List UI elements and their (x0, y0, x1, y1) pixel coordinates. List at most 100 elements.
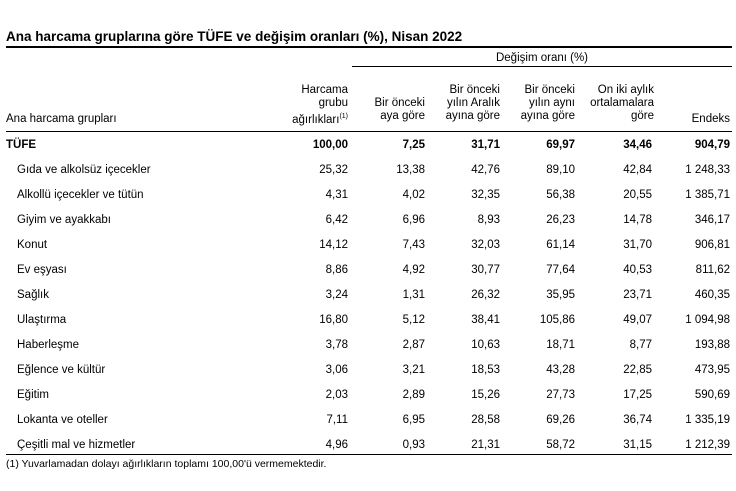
cell-index: 1 385,71 (685, 189, 730, 201)
cell-avg12: 49,07 (623, 314, 652, 326)
table-row: TÜFE 100,00 7,25 31,71 69,97 34,46 904,79 (6, 135, 732, 160)
cell-weight: 100,00 (312, 139, 348, 151)
cell-ytd: 31,71 (471, 139, 500, 151)
cell-avg12: 42,84 (623, 164, 652, 176)
cell-ytd: 15,26 (471, 389, 500, 401)
cell-yoy: 26,23 (546, 214, 575, 226)
cell-mom: 6,95 (402, 414, 425, 426)
cell-index: 460,35 (694, 289, 730, 301)
table-row: Giyim ve ayakkabı 6,42 6,96 8,93 26,23 14,78 3… (6, 210, 732, 235)
change-rate-group-header: Değişim oranı (%) (495, 52, 589, 64)
header-ytd-line2: yılın Aralık (446, 97, 500, 109)
table-row: Lokanta ve oteller 7,11 6,95 28,58 69,26 36,7… (6, 410, 732, 435)
cell-avg12: 22,85 (623, 364, 652, 376)
cell-ytd: 26,32 (471, 289, 500, 301)
header-mom-line2: aya göre (380, 110, 425, 122)
header-ytd-line3: ayına göre (445, 110, 500, 122)
table-row: Konut 14,12 7,43 32,03 61,14 31,70 906,81 (6, 235, 732, 260)
cell-yoy: 35,95 (546, 289, 575, 301)
cell-mom: 6,96 (402, 214, 425, 226)
header-index: Endeks (691, 113, 730, 125)
row-label: Giyim ve ayakkabı (17, 214, 111, 226)
cell-mom: 5,12 (402, 314, 425, 326)
table-row: Eğlence ve kültür 3,06 3,21 18,53 43,28 22,85… (6, 360, 732, 385)
cell-mom: 4,92 (402, 264, 425, 276)
header-weight: Harcama grubu ağırlıkları(1) (258, 84, 348, 127)
header-weight-line3-text: ağırlıkları (292, 113, 340, 126)
row-label: Haberleşme (17, 339, 79, 351)
row-label: TÜFE (6, 139, 37, 151)
header-name: Ana harcama grupları (6, 113, 117, 125)
header-ytd-line1: Bir önceki (449, 84, 501, 96)
cell-mom: 7,25 (402, 139, 425, 151)
cell-yoy: 58,72 (546, 439, 575, 451)
cell-yoy: 77,64 (546, 264, 575, 276)
cell-weight: 16,80 (319, 314, 348, 326)
header-weight-note: (1) (339, 113, 348, 120)
row-label: Ulaştırma (17, 314, 67, 326)
cell-weight: 7,11 (326, 414, 348, 426)
cell-ytd: 42,76 (471, 164, 500, 176)
cell-index: 1 212,39 (685, 439, 730, 451)
header-ytd: Bir önceki yılın Aralık ayına göre (420, 84, 500, 123)
cell-yoy: 27,73 (546, 389, 575, 401)
row-label: Çeşitli mal ve hizmetler (17, 439, 136, 451)
cell-yoy: 69,26 (546, 414, 575, 426)
header-avg12-line3: göre (630, 110, 654, 122)
header-mom-line1: Bir önceki (374, 97, 426, 109)
cell-avg12: 14,78 (623, 214, 652, 226)
cell-ytd: 8,93 (477, 214, 500, 226)
row-label: Eğlence ve kültür (17, 364, 106, 376)
cell-ytd: 38,41 (471, 314, 500, 326)
cell-yoy: 18,71 (546, 339, 575, 351)
cell-ytd: 28,58 (471, 414, 500, 426)
row-label: Gıda ve alkolsüz içecekler (17, 164, 151, 176)
row-label: Alkollü içecekler ve tütün (17, 189, 144, 201)
cell-yoy: 56,38 (546, 189, 575, 201)
cell-index: 906,81 (694, 239, 730, 251)
header-rule (6, 131, 732, 132)
table-row: Ulaştırma 16,80 5,12 38,41 105,86 49,07 1 094,… (6, 310, 732, 335)
header-weight-line1: Harcama (301, 84, 348, 96)
cell-index: 473,95 (694, 364, 730, 376)
cell-weight: 8,86 (325, 264, 348, 276)
cell-mom: 0,93 (402, 439, 425, 451)
cell-yoy: 69,97 (546, 139, 575, 151)
table-row: Eğitim 2,03 2,89 15,26 27,73 17,25 590,69 (6, 385, 732, 410)
cell-ytd: 18,53 (471, 364, 500, 376)
header-avg12: On iki aylık ortalamalara göre (570, 84, 654, 123)
cell-avg12: 31,15 (623, 439, 652, 451)
header-yoy-line1: Bir önceki (524, 84, 576, 96)
cell-avg12: 36,74 (623, 414, 652, 426)
cell-index: 1 335,19 (685, 414, 730, 426)
cell-ytd: 30,77 (471, 264, 500, 276)
footnote: (1) Yuvarlamadan dolayı ağırlıkların top… (6, 458, 327, 470)
group-header-rule (352, 66, 732, 67)
row-label: Sağlık (17, 289, 49, 301)
cell-mom: 3,21 (402, 364, 425, 376)
cell-weight: 4,96 (325, 439, 348, 451)
row-label: Eğitim (17, 389, 49, 401)
cell-mom: 1,31 (402, 289, 425, 301)
header-weight-line3: ağırlıkları(1) (258, 110, 348, 127)
cell-index: 193,88 (694, 339, 730, 351)
cell-yoy: 89,10 (546, 164, 575, 176)
cell-weight: 25,32 (319, 164, 348, 176)
cell-index: 1 248,33 (685, 164, 730, 176)
row-label: Konut (17, 239, 48, 251)
cell-yoy: 61,14 (546, 239, 575, 251)
row-label: Ev eşyası (17, 264, 67, 276)
header-weight-line2: grubu (318, 97, 348, 109)
cell-weight: 6,42 (325, 214, 348, 226)
cell-avg12: 17,25 (623, 389, 652, 401)
cell-ytd: 32,03 (471, 239, 500, 251)
cell-mom: 2,89 (402, 389, 425, 401)
bottom-rule (6, 454, 732, 455)
cell-mom: 2,87 (402, 339, 425, 351)
table-row: Çeşitli mal ve hizmetler 4,96 0,93 21,31 58,… (6, 435, 732, 460)
cell-avg12: 20,55 (623, 189, 652, 201)
cell-yoy: 105,86 (539, 314, 575, 326)
header-yoy: Bir önceki yılın aynı ayına göre (495, 84, 575, 123)
header-yoy-line3: ayına göre (520, 110, 575, 122)
header-yoy-line2: yılın aynı (528, 97, 575, 109)
